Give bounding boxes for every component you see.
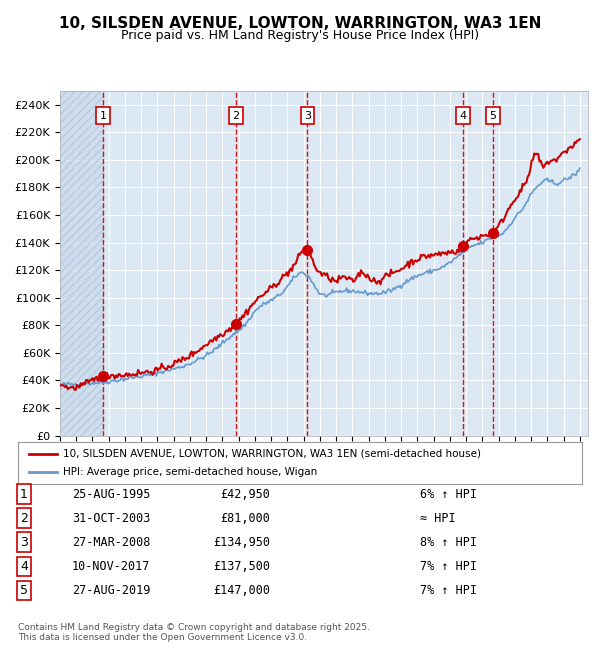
Text: 1: 1 bbox=[20, 488, 28, 500]
Text: £137,500: £137,500 bbox=[213, 560, 270, 573]
Text: 2: 2 bbox=[232, 111, 239, 121]
Text: 3: 3 bbox=[20, 536, 28, 549]
Text: 2: 2 bbox=[20, 512, 28, 525]
Text: 7% ↑ HPI: 7% ↑ HPI bbox=[420, 560, 477, 573]
Text: Contains HM Land Registry data © Crown copyright and database right 2025.
This d: Contains HM Land Registry data © Crown c… bbox=[18, 623, 370, 642]
Text: 7% ↑ HPI: 7% ↑ HPI bbox=[420, 584, 477, 597]
Text: £81,000: £81,000 bbox=[220, 512, 270, 525]
Text: 10, SILSDEN AVENUE, LOWTON, WARRINGTON, WA3 1EN (semi-detached house): 10, SILSDEN AVENUE, LOWTON, WARRINGTON, … bbox=[63, 449, 481, 459]
Text: 31-OCT-2003: 31-OCT-2003 bbox=[72, 512, 151, 525]
Text: 10-NOV-2017: 10-NOV-2017 bbox=[72, 560, 151, 573]
Text: £134,950: £134,950 bbox=[213, 536, 270, 549]
Text: £147,000: £147,000 bbox=[213, 584, 270, 597]
Text: 27-AUG-2019: 27-AUG-2019 bbox=[72, 584, 151, 597]
Text: HPI: Average price, semi-detached house, Wigan: HPI: Average price, semi-detached house,… bbox=[63, 467, 317, 477]
Text: 3: 3 bbox=[304, 111, 311, 121]
Text: 27-MAR-2008: 27-MAR-2008 bbox=[72, 536, 151, 549]
Text: 5: 5 bbox=[20, 584, 28, 597]
Text: 4: 4 bbox=[460, 111, 467, 121]
Text: 6% ↑ HPI: 6% ↑ HPI bbox=[420, 488, 477, 500]
Text: 5: 5 bbox=[490, 111, 496, 121]
Text: 4: 4 bbox=[20, 560, 28, 573]
Text: Price paid vs. HM Land Registry's House Price Index (HPI): Price paid vs. HM Land Registry's House … bbox=[121, 29, 479, 42]
Text: 8% ↑ HPI: 8% ↑ HPI bbox=[420, 536, 477, 549]
Text: ≈ HPI: ≈ HPI bbox=[420, 512, 455, 525]
Text: 25-AUG-1995: 25-AUG-1995 bbox=[72, 488, 151, 500]
Text: 1: 1 bbox=[100, 111, 107, 121]
Text: 10, SILSDEN AVENUE, LOWTON, WARRINGTON, WA3 1EN: 10, SILSDEN AVENUE, LOWTON, WARRINGTON, … bbox=[59, 16, 541, 31]
Text: £42,950: £42,950 bbox=[220, 488, 270, 500]
